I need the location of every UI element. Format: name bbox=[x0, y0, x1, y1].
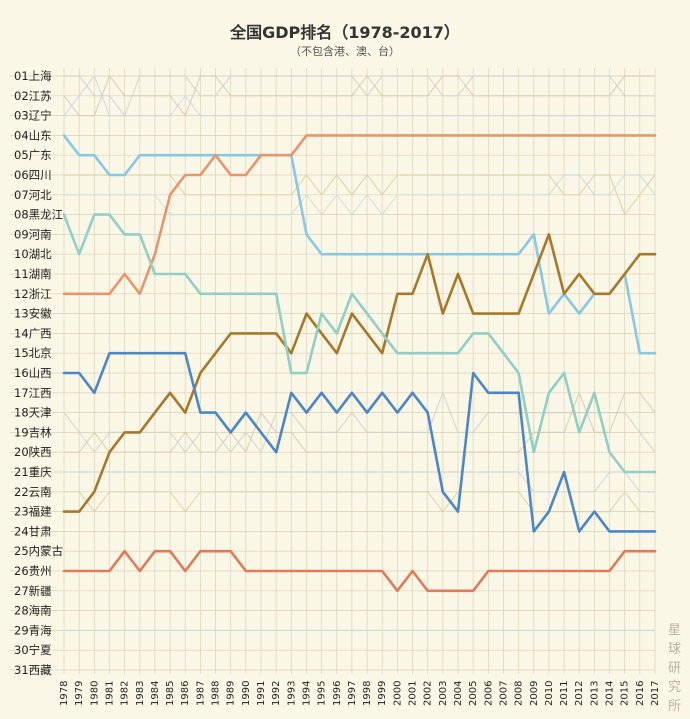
chart-subtitle: （不包含港、澳、台） bbox=[290, 44, 400, 58]
x-tick-label: 1996 bbox=[332, 681, 343, 706]
series-line-3 bbox=[62, 233, 657, 513]
grid bbox=[10, 68, 656, 674]
y-tick-label: 14广西 bbox=[14, 326, 52, 340]
x-tick-label: 2001 bbox=[408, 681, 419, 706]
x-tick-label: 2012 bbox=[574, 681, 585, 706]
y-tick-label: 06四川 bbox=[14, 168, 52, 182]
x-tick-label: 2007 bbox=[498, 681, 509, 706]
watermark-char: 星 bbox=[668, 623, 681, 638]
x-tick-label: 1978 bbox=[59, 681, 70, 706]
series-line-4 bbox=[62, 351, 657, 533]
y-tick-label: 15北京 bbox=[14, 346, 52, 360]
chart-title: 全国GDP排名（1978-2017） bbox=[229, 23, 460, 42]
x-tick-label: 1990 bbox=[241, 681, 252, 706]
y-tick-label: 12浙江 bbox=[14, 287, 52, 301]
x-tick-label: 2011 bbox=[559, 681, 570, 706]
x-tick-label: 1980 bbox=[89, 681, 100, 706]
y-tick-label: 10湖北 bbox=[14, 247, 52, 261]
x-tick-label: 2000 bbox=[392, 681, 403, 706]
y-tick-label: 27新疆 bbox=[14, 584, 52, 598]
y-tick-label: 18天津 bbox=[14, 406, 52, 420]
y-tick-label: 13安徽 bbox=[14, 307, 52, 321]
series-line-6 bbox=[62, 549, 657, 593]
x-tick-label: 2013 bbox=[589, 681, 600, 706]
y-tick-label: 07河北 bbox=[14, 188, 52, 202]
series-line-5 bbox=[62, 213, 657, 474]
x-tick-label: 2010 bbox=[544, 681, 555, 706]
y-tick-label: 31西藏 bbox=[14, 663, 52, 677]
x-tick-label: 1981 bbox=[104, 681, 115, 706]
x-tick-label: 2009 bbox=[529, 681, 540, 706]
series-line-2 bbox=[62, 134, 657, 296]
background-line bbox=[64, 490, 655, 513]
watermark-char: 所 bbox=[668, 699, 681, 714]
x-tick-label: 1992 bbox=[271, 681, 282, 706]
series-layer bbox=[62, 74, 657, 631]
y-tick-label: 02江苏 bbox=[14, 89, 52, 103]
y-tick-label: 28海南 bbox=[14, 604, 52, 618]
background-line bbox=[64, 174, 656, 216]
x-tick-label: 2015 bbox=[620, 681, 631, 706]
background-line bbox=[63, 391, 656, 454]
watermark-char: 研 bbox=[668, 661, 681, 676]
y-tick-label: 03辽宁 bbox=[14, 109, 52, 123]
x-tick-label: 1986 bbox=[180, 681, 191, 706]
y-tick-label: 11湖南 bbox=[14, 267, 52, 281]
y-tick-label: 29青海 bbox=[14, 623, 52, 637]
x-tick-label: 2004 bbox=[453, 681, 464, 706]
x-tick-label: 1987 bbox=[195, 681, 206, 706]
y-tick-label: 30宁夏 bbox=[14, 643, 52, 657]
x-tick-label: 2003 bbox=[438, 681, 449, 706]
y-tick-label: 20陕西 bbox=[14, 445, 52, 459]
y-tick-label: 25内蒙古 bbox=[14, 544, 63, 558]
y-tick-label: 21重庆 bbox=[14, 465, 52, 479]
y-axis-labels: 01上海 02江苏 03辽宁 04山东 05广东 06四川 07河北 08黑龙江 09河南 10湖… bbox=[14, 69, 64, 677]
watermark-char: 球 bbox=[668, 642, 681, 657]
background-line bbox=[63, 74, 655, 117]
x-tick-label: 1983 bbox=[135, 681, 146, 706]
x-tick-label: 1989 bbox=[226, 681, 237, 706]
background-line bbox=[63, 74, 655, 117]
x-tick-label: 2002 bbox=[423, 681, 434, 706]
x-tick-label: 1994 bbox=[301, 681, 312, 706]
background-line bbox=[64, 391, 656, 454]
x-tick-label: 1993 bbox=[286, 681, 297, 706]
series-line-1 bbox=[62, 134, 657, 355]
y-tick-label: 08黑龙江 bbox=[14, 208, 64, 222]
x-tick-label: 2016 bbox=[635, 681, 646, 706]
y-tick-label: 26贵州 bbox=[14, 564, 52, 578]
x-tick-label: 2017 bbox=[650, 681, 661, 706]
x-tick-label: 1982 bbox=[120, 681, 131, 706]
x-tick-label: 1984 bbox=[150, 681, 161, 706]
y-tick-label: 09河南 bbox=[14, 227, 52, 241]
x-tick-label: 2014 bbox=[605, 681, 616, 706]
watermark-char: 究 bbox=[668, 680, 681, 695]
x-tick-label: 2006 bbox=[483, 681, 494, 706]
y-tick-label: 17江西 bbox=[14, 386, 52, 400]
x-tick-label: 2008 bbox=[514, 681, 525, 706]
x-tick-label: 1999 bbox=[377, 681, 388, 706]
y-tick-label: 24甘肃 bbox=[14, 524, 52, 538]
y-tick-label: 19吉林 bbox=[14, 425, 52, 439]
x-axis-labels: 1978 1979 1980 1981 1982 1983 1984 1985 1986 1987… bbox=[59, 681, 661, 706]
y-tick-label: 22云南 bbox=[14, 485, 52, 499]
x-tick-label: 1997 bbox=[347, 681, 358, 706]
x-tick-label: 1995 bbox=[317, 681, 328, 706]
x-tick-label: 1991 bbox=[256, 681, 267, 706]
y-tick-label: 23福建 bbox=[14, 505, 52, 519]
y-tick-label: 05广东 bbox=[14, 148, 52, 162]
y-tick-label: 01上海 bbox=[14, 69, 52, 83]
x-tick-label: 1988 bbox=[211, 681, 222, 706]
x-tick-label: 1979 bbox=[74, 681, 85, 706]
y-tick-label: 04山东 bbox=[14, 128, 52, 142]
y-tick-label: 16山西 bbox=[14, 366, 52, 380]
x-tick-label: 1985 bbox=[165, 681, 176, 706]
x-tick-label: 1998 bbox=[362, 681, 373, 706]
x-tick-label: 2005 bbox=[468, 681, 479, 706]
